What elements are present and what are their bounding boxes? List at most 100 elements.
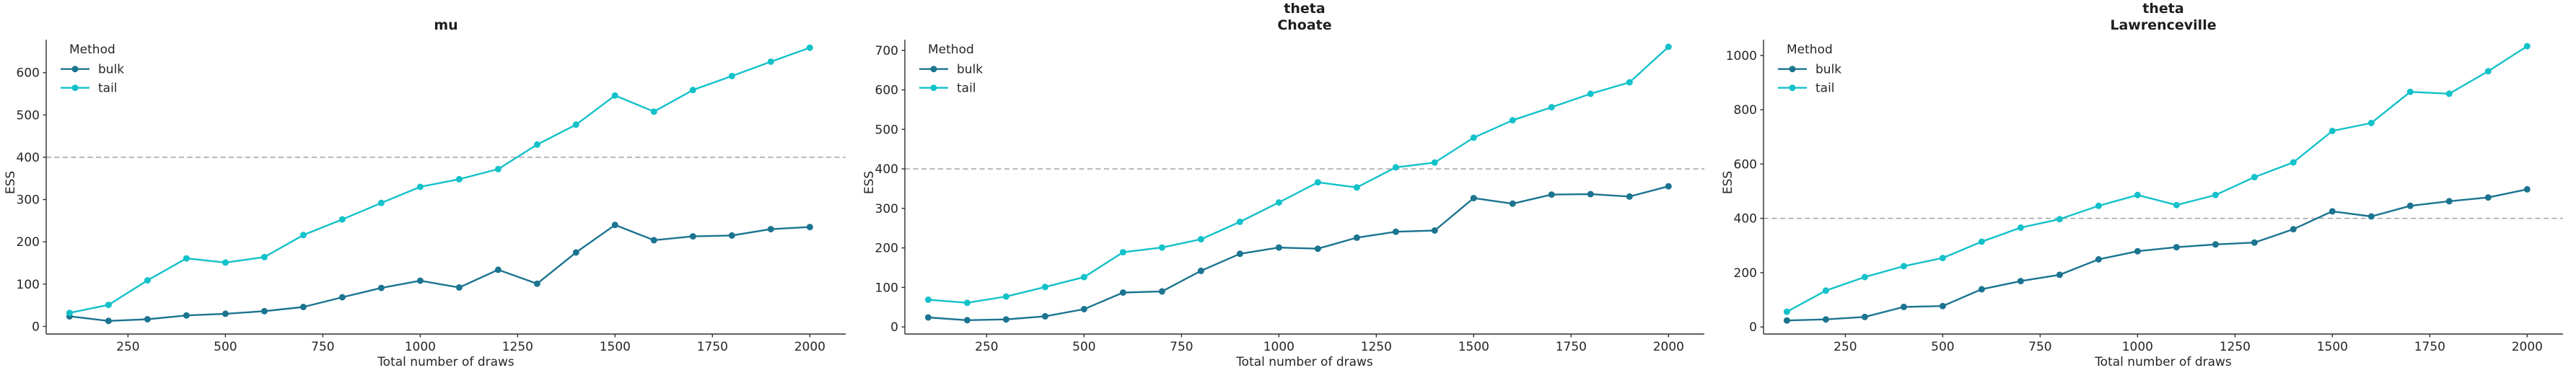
- series-bulk: [66, 221, 813, 325]
- chart-svg-mu: 0 100 200 300 400 500 600 250 500 750 1000 1250 1500…: [4, 17, 846, 369]
- x-tick-label: 250: [975, 340, 998, 354]
- data-point-tail: [1431, 159, 1438, 166]
- x-tick-label: 500: [1931, 340, 1954, 354]
- y-tick-label: 100: [17, 278, 40, 292]
- data-point-bulk: [963, 317, 971, 324]
- data-point-bulk: [2017, 278, 2024, 285]
- x-tick-label: 1750: [2414, 340, 2445, 354]
- legend-marker-bulk: [71, 66, 79, 73]
- legend-entry-tail: tail: [1778, 82, 1835, 96]
- data-point-bulk: [1431, 227, 1438, 234]
- data-point-bulk: [1236, 250, 1243, 258]
- data-point-bulk: [2212, 241, 2219, 248]
- data-point-bulk: [2290, 226, 2297, 233]
- data-point-tail: [2251, 174, 2258, 180]
- data-point-bulk: [2406, 202, 2414, 209]
- data-point-bulk: [377, 284, 385, 291]
- data-point-tail: [66, 310, 73, 317]
- x-tick-label: 2000: [1653, 340, 1684, 354]
- data-point-tail: [1041, 284, 1048, 291]
- data-point-bulk: [1119, 289, 1126, 296]
- data-point-tail: [2445, 90, 2453, 97]
- legend-title: Method: [928, 43, 974, 57]
- series-tail: [1783, 43, 2531, 315]
- data-point-bulk: [1548, 191, 1555, 198]
- y-tick-label: 600: [875, 84, 898, 98]
- y-axis-ticks: 0 100 200 300 400 500 600: [17, 66, 46, 334]
- data-point-bulk: [728, 232, 735, 239]
- x-tick-label: 250: [116, 340, 139, 354]
- data-point-bulk: [689, 233, 696, 240]
- data-point-tail: [2134, 191, 2141, 198]
- legend-label: tail: [1815, 82, 1835, 96]
- data-point-tail: [1002, 293, 1009, 300]
- data-point-bulk: [767, 226, 774, 233]
- y-axis-ticks: 0 200 400 600 800 1000: [1726, 49, 1764, 335]
- data-point-bulk: [611, 221, 618, 229]
- data-point-bulk: [338, 294, 346, 301]
- x-tick-label: 1000: [2122, 340, 2153, 354]
- chart-panel-theta-lawrenceville: 0 200 400 600 800 1000 250 500 750 1000 1250 1500 17…: [1717, 0, 2576, 373]
- data-point-tail: [924, 296, 932, 303]
- x-tick-label: 1250: [502, 340, 533, 354]
- chart-panel-mu: 0 100 200 300 400 500 600 250 500 750 1000 1250 1500…: [0, 0, 859, 373]
- data-point-bulk: [1002, 316, 1009, 323]
- chart-svg-theta-choate: 0 100 200 300 400 500 600 700 250 500 750 1000 1250 1…: [862, 1, 1704, 369]
- data-point-bulk: [1080, 306, 1087, 312]
- data-point-tail: [1587, 90, 1594, 97]
- data-point-tail: [1392, 164, 1399, 171]
- x-tick-label: 1000: [1263, 340, 1294, 354]
- data-point-bulk: [1353, 234, 1360, 241]
- data-point-bulk: [1665, 183, 1672, 190]
- data-point-tail: [1548, 104, 1555, 111]
- x-tick-label: 1000: [405, 340, 436, 354]
- data-point-tail: [183, 255, 190, 262]
- x-axis-ticks: 250 500 750 1000 1250 1500 1750 2000: [116, 334, 825, 354]
- data-point-bulk: [1587, 190, 1594, 198]
- x-tick-label: 750: [1170, 340, 1193, 354]
- data-point-bulk: [1158, 288, 1165, 295]
- y-tick-label: 200: [875, 242, 898, 256]
- legend-entry-bulk: bulk: [1778, 63, 1841, 77]
- data-point-tail: [1509, 117, 1516, 124]
- series-line-tail: [927, 45, 1670, 304]
- data-point-bulk: [806, 224, 813, 231]
- legend-label: bulk: [957, 63, 983, 77]
- x-tick-label: 1500: [600, 340, 631, 354]
- data-point-tail: [377, 199, 385, 206]
- data-point-bulk: [2173, 244, 2180, 251]
- data-point-bulk: [455, 284, 463, 291]
- data-point-tail: [1158, 244, 1165, 251]
- legend-marker-tail: [71, 84, 79, 92]
- data-point-tail: [1822, 287, 1829, 294]
- chart-title-line: mu: [434, 17, 457, 33]
- x-tick-label: 1750: [697, 340, 728, 354]
- legend-marker-tail: [930, 84, 937, 92]
- data-point-bulk: [2095, 256, 2102, 263]
- data-point-bulk: [494, 266, 501, 273]
- x-tick-label: 2000: [2512, 340, 2543, 354]
- data-point-bulk: [1470, 195, 1477, 202]
- y-tick-label: 700: [875, 44, 898, 58]
- data-point-bulk: [144, 316, 151, 322]
- legend-entry-bulk: bulk: [61, 63, 124, 77]
- x-axis-label: Total number of draws: [1235, 355, 1373, 369]
- data-point-bulk: [1197, 267, 1204, 274]
- legend-entry-tail: tail: [919, 82, 976, 96]
- series-line-bulk: [69, 224, 811, 322]
- data-point-bulk: [2056, 271, 2063, 278]
- data-point-tail: [1861, 273, 1868, 281]
- legend-title: Method: [69, 43, 115, 57]
- data-point-tail: [1939, 255, 1946, 262]
- data-point-bulk: [1783, 317, 1790, 324]
- series-tail: [66, 44, 813, 317]
- chart-title-line: theta: [2142, 1, 2183, 17]
- chart-title-line: Choate: [1277, 17, 1331, 33]
- data-point-bulk: [2445, 198, 2453, 205]
- y-tick-label: 0: [32, 320, 40, 334]
- data-point-tail: [1119, 249, 1126, 256]
- x-axis-ticks: 250 500 750 1000 1250 1500 1750 2000: [975, 334, 1684, 354]
- legend-marker-bulk: [1789, 66, 1796, 73]
